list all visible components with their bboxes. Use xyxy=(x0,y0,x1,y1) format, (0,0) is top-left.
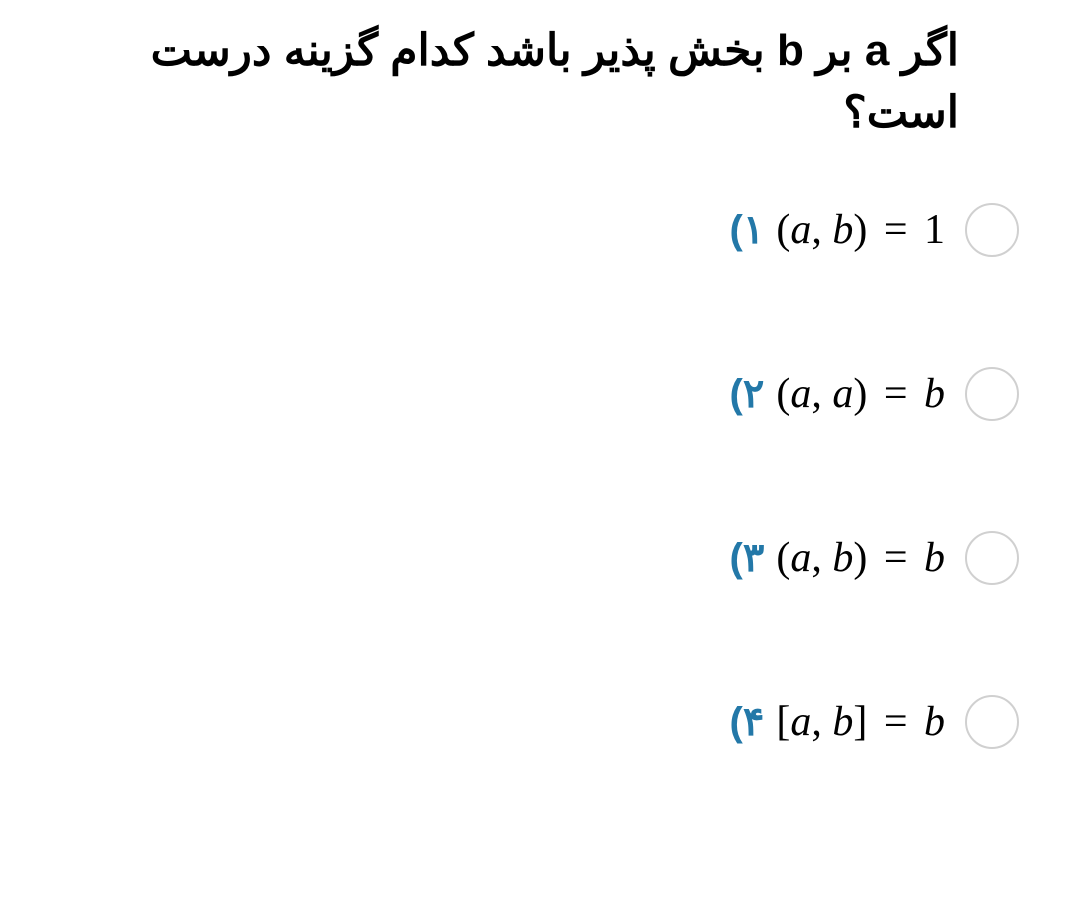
option-2-math: (a, a) = b xyxy=(776,370,945,418)
comma: , xyxy=(811,371,832,417)
option-3-content: ۳) (a, b) = b xyxy=(730,534,946,582)
option-2-number: ۲) xyxy=(730,371,765,417)
option-1-number: ۱) xyxy=(730,207,765,253)
option-1-content: ۱) (a, b) = 1 xyxy=(730,206,946,254)
question-text: اگر a بر b بخش پذیر باشد کدام گزینه درست… xyxy=(20,20,1019,143)
close-bracket: ] xyxy=(853,699,867,745)
comma: , xyxy=(811,207,832,253)
option-4[interactable]: ۴) [a, b] = b xyxy=(60,695,1019,749)
option-2-content: ۲) (a, a) = b xyxy=(730,370,946,418)
option-1-math: (a, b) = 1 xyxy=(776,206,945,254)
equals: = xyxy=(867,207,924,253)
rhs: 1 xyxy=(924,207,945,253)
var-a: a xyxy=(790,699,811,745)
comma: , xyxy=(811,535,832,581)
var-a: a xyxy=(790,535,811,581)
close-bracket: ) xyxy=(853,535,867,581)
open-bracket: ( xyxy=(776,207,790,253)
option-1[interactable]: ۱) (a, b) = 1 xyxy=(60,203,1019,257)
option-4-content: ۴) [a, b] = b xyxy=(730,698,946,746)
rhs: b xyxy=(924,699,945,745)
option-3-math: (a, b) = b xyxy=(776,534,945,582)
comma: , xyxy=(811,699,832,745)
open-bracket: [ xyxy=(776,699,790,745)
open-bracket: ( xyxy=(776,535,790,581)
option-2[interactable]: ۲) (a, a) = b xyxy=(60,367,1019,421)
var-b: b xyxy=(832,535,853,581)
option-4-math: [a, b] = b xyxy=(776,698,945,746)
option-3[interactable]: ۳) (a, b) = b xyxy=(60,531,1019,585)
equals: = xyxy=(867,699,924,745)
equals: = xyxy=(867,371,924,417)
equals: = xyxy=(867,535,924,581)
option-3-number: ۳) xyxy=(730,535,765,581)
option-4-number: ۴) xyxy=(730,699,765,745)
var-a2: a xyxy=(832,371,853,417)
radio-2[interactable] xyxy=(965,367,1019,421)
radio-3[interactable] xyxy=(965,531,1019,585)
var-b: b xyxy=(832,207,853,253)
radio-4[interactable] xyxy=(965,695,1019,749)
radio-1[interactable] xyxy=(965,203,1019,257)
var-a: a xyxy=(790,207,811,253)
var-b: b xyxy=(832,699,853,745)
options-list: ۱) (a, b) = 1 ۲) (a, a) = b ۳) (a, b) = … xyxy=(20,203,1019,749)
var-a: a xyxy=(790,371,811,417)
close-bracket: ) xyxy=(853,371,867,417)
close-bracket: ) xyxy=(853,207,867,253)
rhs: b xyxy=(924,371,945,417)
rhs: b xyxy=(924,535,945,581)
open-bracket: ( xyxy=(776,371,790,417)
